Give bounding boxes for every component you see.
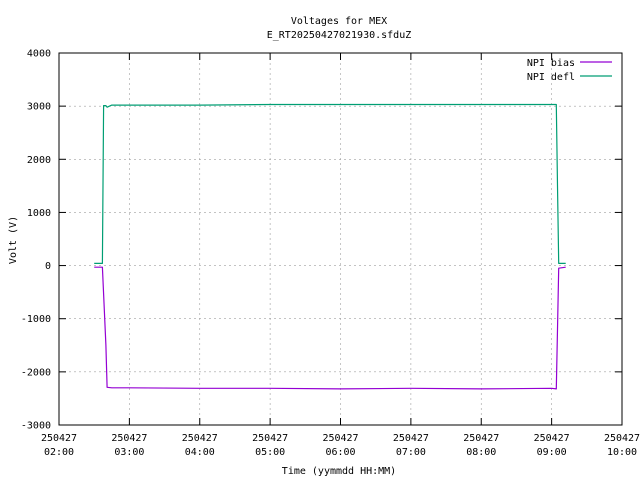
y-tick-label: -3000	[21, 421, 51, 432]
x-axis-label: Time (yymmdd HH:MM)	[282, 466, 396, 477]
x-tick-label-time: 07:00	[396, 447, 426, 458]
x-tick-label-date: 250427	[322, 433, 358, 444]
chart-subtitle: E_RT20250427021930.sfduZ	[267, 30, 412, 41]
x-tick-label-time: 03:00	[114, 447, 144, 458]
x-tick-label-time: 08:00	[466, 447, 496, 458]
y-tick-label: -2000	[21, 367, 51, 378]
y-tick-label: -1000	[21, 314, 51, 325]
x-tick-label-date: 250427	[111, 433, 147, 444]
legend-label-npi-bias: NPI bias	[527, 58, 575, 69]
x-tick-label-time: 10:00	[607, 447, 637, 458]
grid	[59, 53, 622, 425]
x-tick-label-date: 250427	[463, 433, 499, 444]
x-tick-label-time: 06:00	[325, 447, 355, 458]
x-tick-label-time: 04:00	[185, 447, 215, 458]
y-tick-label: 3000	[27, 102, 51, 113]
x-tick-labels: 250427 02:00 250427 03:00 250427 04:00 250427 0…	[41, 433, 640, 458]
chart-title: Voltages for MEX	[291, 16, 387, 27]
x-tick-label-date: 250427	[182, 433, 218, 444]
y-tick-label: 0	[45, 261, 51, 272]
y-tick-labels: 4000 3000 2000 1000 0 -1000 -2000 -3000	[21, 49, 51, 432]
x-tick-label-date: 250427	[604, 433, 640, 444]
legend-label-npi-defl: NPI defl	[527, 72, 575, 83]
y-axis-label: Volt (V)	[8, 216, 19, 264]
series-layer	[94, 103, 566, 390]
x-tick-label-time: 09:00	[537, 447, 567, 458]
x-tick-label-date: 250427	[252, 433, 288, 444]
series-line-npi-bias	[94, 266, 566, 390]
legend: NPI bias NPI defl	[527, 58, 612, 83]
y-tick-label: 4000	[27, 49, 51, 60]
series-line-npi-defl	[94, 103, 566, 264]
y-tick-label: 1000	[27, 208, 51, 219]
x-tick-label-time: 02:00	[44, 447, 74, 458]
y-tick-label: 2000	[27, 155, 51, 166]
x-tick-label-date: 250427	[534, 433, 570, 444]
x-tick-label-date: 250427	[41, 433, 77, 444]
x-tick-label-date: 250427	[393, 433, 429, 444]
x-tick-label-time: 05:00	[255, 447, 285, 458]
ticks	[58, 52, 623, 426]
